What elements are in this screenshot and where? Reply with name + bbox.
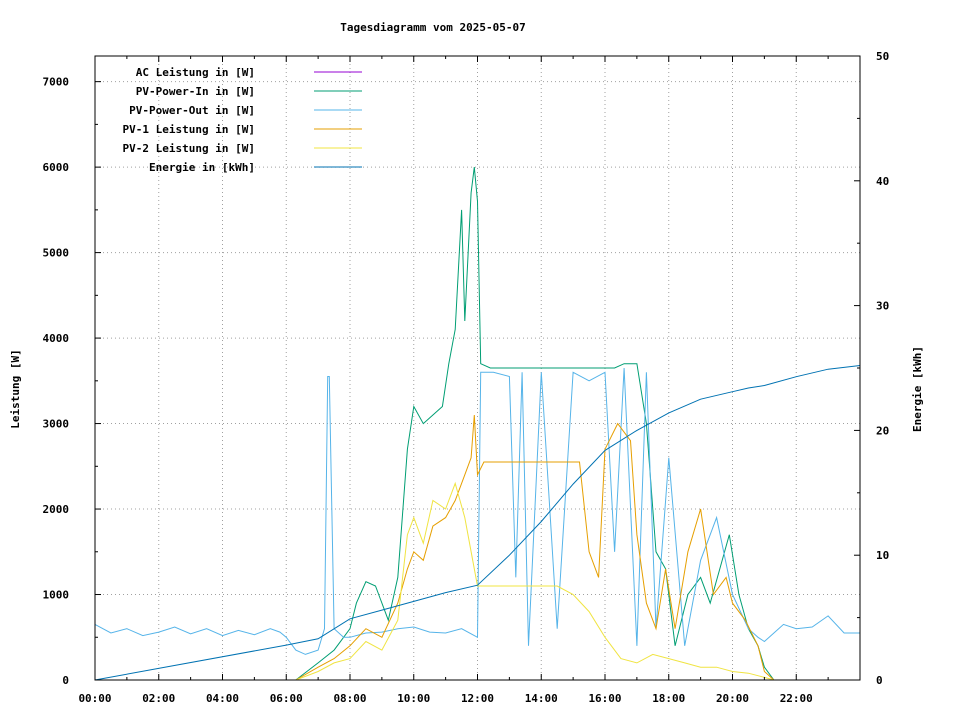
series-line-3 — [295, 414, 775, 681]
axes: 00:00 02:00 04:00 06:00 08:00 10:00 12:00 14:00… — [43, 50, 890, 705]
x-tick-label: 16:00 — [588, 692, 621, 705]
y-tick-label: 0 — [62, 674, 69, 687]
chart-title: Tagesdiagramm vom 2025-05-07 — [340, 21, 525, 34]
legend-label-0: AC Leistung in [W] — [136, 66, 255, 79]
legend-label-4: PV-2 Leistung in [W] — [123, 142, 255, 155]
grid — [95, 56, 860, 680]
series-line-5 — [94, 365, 861, 681]
y-tick-label: 5000 — [43, 247, 70, 260]
x-tick-label: 22:00 — [780, 692, 813, 705]
legend: AC Leistung in [W] PV-Power-In in [W] PV-P… — [123, 66, 362, 174]
x-tick-label: 08:00 — [333, 692, 366, 705]
legend-label-5: Energie in [kWh] — [149, 161, 255, 174]
x-tick-label: 18:00 — [652, 692, 685, 705]
y-tick-label: 2000 — [43, 503, 70, 516]
series-line-4 — [295, 481, 775, 681]
series-line-1 — [295, 167, 775, 681]
legend-label-2: PV-Power-Out in [W] — [129, 104, 255, 117]
y2-tick-label: 10 — [876, 549, 889, 562]
y-tick-label: 3000 — [43, 418, 70, 431]
x-tick-label: 14:00 — [525, 692, 558, 705]
y2-tick-label: 30 — [876, 300, 889, 313]
y-axis-label: Leistung [W] — [9, 349, 22, 428]
y2-axis-label: Energie [kWh] — [911, 346, 924, 432]
plot-area — [94, 167, 861, 681]
x-tick-label: 06:00 — [270, 692, 303, 705]
x-tick-label: 20:00 — [716, 692, 749, 705]
y2-tick-label: 50 — [876, 50, 889, 63]
x-tick-label: 00:00 — [78, 692, 111, 705]
x-tick-label: 12:00 — [461, 692, 494, 705]
x-tick-label: 10:00 — [397, 692, 430, 705]
x-tick-label: 02:00 — [142, 692, 175, 705]
y-tick-label: 1000 — [43, 589, 70, 602]
series-line-2 — [94, 367, 860, 655]
y2-tick-label: 40 — [876, 175, 889, 188]
legend-label-3: PV-1 Leistung in [W] — [123, 123, 255, 136]
y-tick-label: 7000 — [43, 76, 70, 89]
x-tick-label: 04:00 — [206, 692, 239, 705]
y-tick-label: 4000 — [43, 332, 70, 345]
y-tick-label: 6000 — [43, 161, 70, 174]
y2-tick-label: 20 — [876, 424, 889, 437]
legend-label-1: PV-Power-In in [W] — [136, 85, 255, 98]
y2-tick-label: 0 — [876, 674, 883, 687]
